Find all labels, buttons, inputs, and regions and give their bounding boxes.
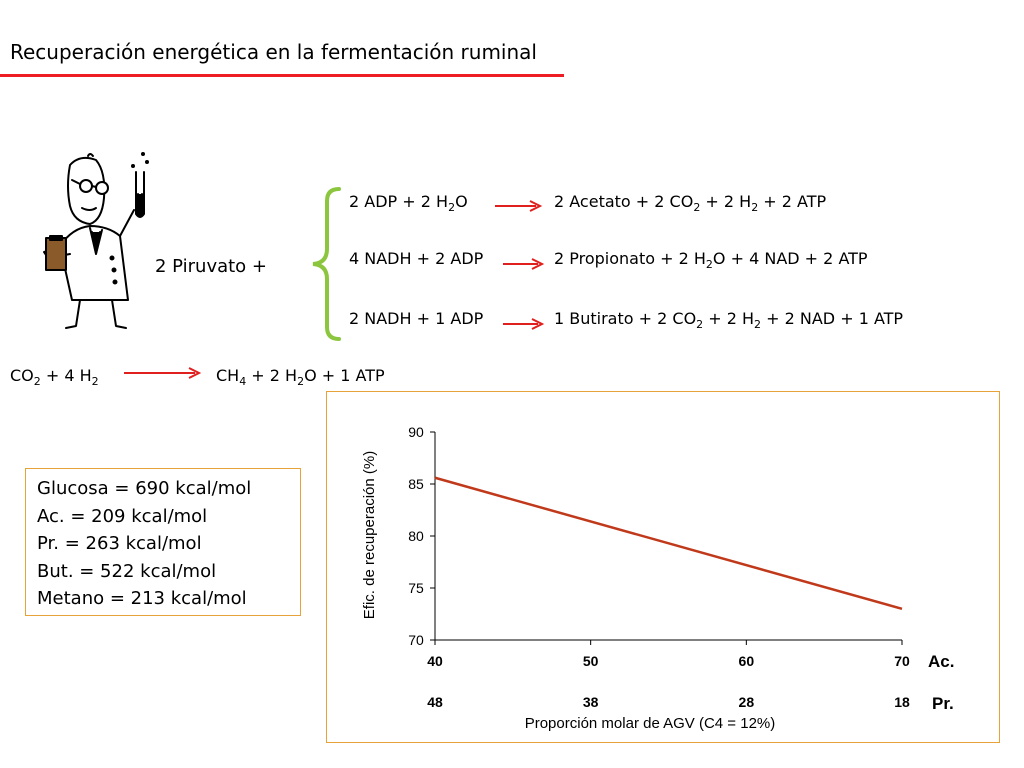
x-tick-label-acetate: 60 [739, 653, 755, 669]
reaction-1-reactants: 2 ADP + 2 H2O [349, 192, 468, 214]
formula-subscript: 2 [705, 258, 713, 272]
y-tick-label: 90 [408, 424, 424, 440]
series-line [434, 476, 903, 611]
formula-text: 2 Acetato + 2 CO [554, 192, 694, 211]
energy-value-acetate: Ac. = 209 kcal/mol [37, 505, 208, 527]
methanogenesis-reactants: CO2 + 4 H2 [10, 366, 99, 388]
energy-values-box: Glucosa = 690 kcal/mol Ac. = 209 kcal/mo… [25, 468, 301, 616]
reaction-3-arrow [503, 318, 545, 330]
y-tick-label: 75 [408, 580, 424, 596]
reaction-brace [312, 187, 341, 341]
x-tick-label-propionate: 28 [739, 694, 755, 710]
energy-value-glucose: Glucosa = 690 kcal/mol [37, 478, 252, 499]
formula-text: + 2 NAD + 1 ATP [761, 309, 904, 328]
chart-panel: 70 75 80 85 90 40 48 50 38 60 28 70 18 Efic. de recu… [326, 391, 1000, 743]
formula-text: 1 Butirato + 2 CO [554, 309, 697, 328]
formula-text: 2 ADP + 2 H [349, 192, 449, 211]
energy-value-methane: Metano = 213 kcal/mol [37, 588, 247, 609]
methanogenesis-products: CH4 + 2 H2O + 1 ATP [216, 366, 385, 388]
formula-subscript: 4 [239, 375, 247, 389]
formula-text: O [455, 192, 468, 211]
formula-text: + 2 ATP [758, 192, 827, 211]
substrate-label: 2 Piruvato + [155, 256, 267, 277]
y-tick-label: 70 [408, 632, 424, 648]
formula-text: + 2 H [703, 309, 755, 328]
y-tick-label: 80 [408, 528, 424, 544]
reaction-3-products: 1 Butirato + 2 CO2 + 2 H2 + 2 NAD + 1 AT… [554, 309, 903, 331]
y-tick-label: 85 [408, 476, 424, 492]
x-axis-label: Proporción molar de AGV (C4 = 12%) [525, 715, 776, 732]
formula-subscript: 2 [448, 201, 456, 215]
x-tick-label-propionate: 48 [427, 694, 443, 710]
x-tick-label-acetate: 70 [894, 653, 910, 669]
formula-text: 4 NADH + 2 ADP [349, 249, 484, 268]
formula-text: O + 4 NAD + 2 ATP [712, 249, 868, 268]
x-row-label-acetate: Ac. [928, 652, 954, 671]
efficiency-line-chart: 70 75 80 85 90 40 48 50 38 60 28 70 18 Efic. de recu… [361, 424, 954, 732]
methanogenesis-arrow [124, 367, 202, 379]
x-tick-label-acetate: 40 [427, 653, 443, 669]
x-tick-label-propionate: 18 [894, 694, 910, 710]
reaction-1-products: 2 Acetato + 2 CO2 + 2 H2 + 2 ATP [554, 192, 826, 214]
formula-subscript: 2 [693, 201, 701, 215]
formula-text: CH [216, 366, 240, 385]
reaction-2-arrow [503, 258, 545, 270]
x-row-label-propionate: Pr. [932, 694, 954, 713]
page-title: Recuperación energética en la fermentaci… [10, 40, 537, 64]
formula-text: CO [10, 366, 34, 385]
reaction-2-reactants: 4 NADH + 2 ADP [349, 249, 483, 268]
scientist-with-test-tube-icon [43, 152, 149, 329]
formula-subscript: 2 [754, 318, 762, 332]
formula-subscript: 2 [91, 375, 99, 389]
reaction-1-arrow [495, 200, 543, 212]
formula-subscript: 2 [696, 318, 704, 332]
title-underline [0, 74, 564, 77]
formula-text: + 2 H [700, 192, 752, 211]
formula-subscript: 2 [751, 201, 759, 215]
reaction-3-reactants: 2 NADH + 1 ADP [349, 309, 483, 328]
x-tick-label-propionate: 38 [583, 694, 599, 710]
formula-subscript: 2 [33, 375, 41, 389]
formula-text: O + 1 ATP [304, 366, 385, 385]
formula-subscript: 2 [297, 375, 305, 389]
energy-value-butyrate: But. = 522 kcal/mol [37, 560, 217, 582]
formula-text: + 4 H [40, 366, 92, 385]
formula-text: 2 Propionato + 2 H [554, 249, 706, 268]
formula-text: + 2 H [246, 366, 298, 385]
energy-value-propionate: Pr. = 263 kcal/mol [37, 533, 202, 554]
y-axis-label: Efic. de recuperación (%) [361, 451, 378, 619]
formula-text: 2 NADH + 1 ADP [349, 309, 484, 328]
x-tick-label-acetate: 50 [583, 653, 599, 669]
reaction-2-products: 2 Propionato + 2 H2O + 4 NAD + 2 ATP [554, 249, 868, 271]
